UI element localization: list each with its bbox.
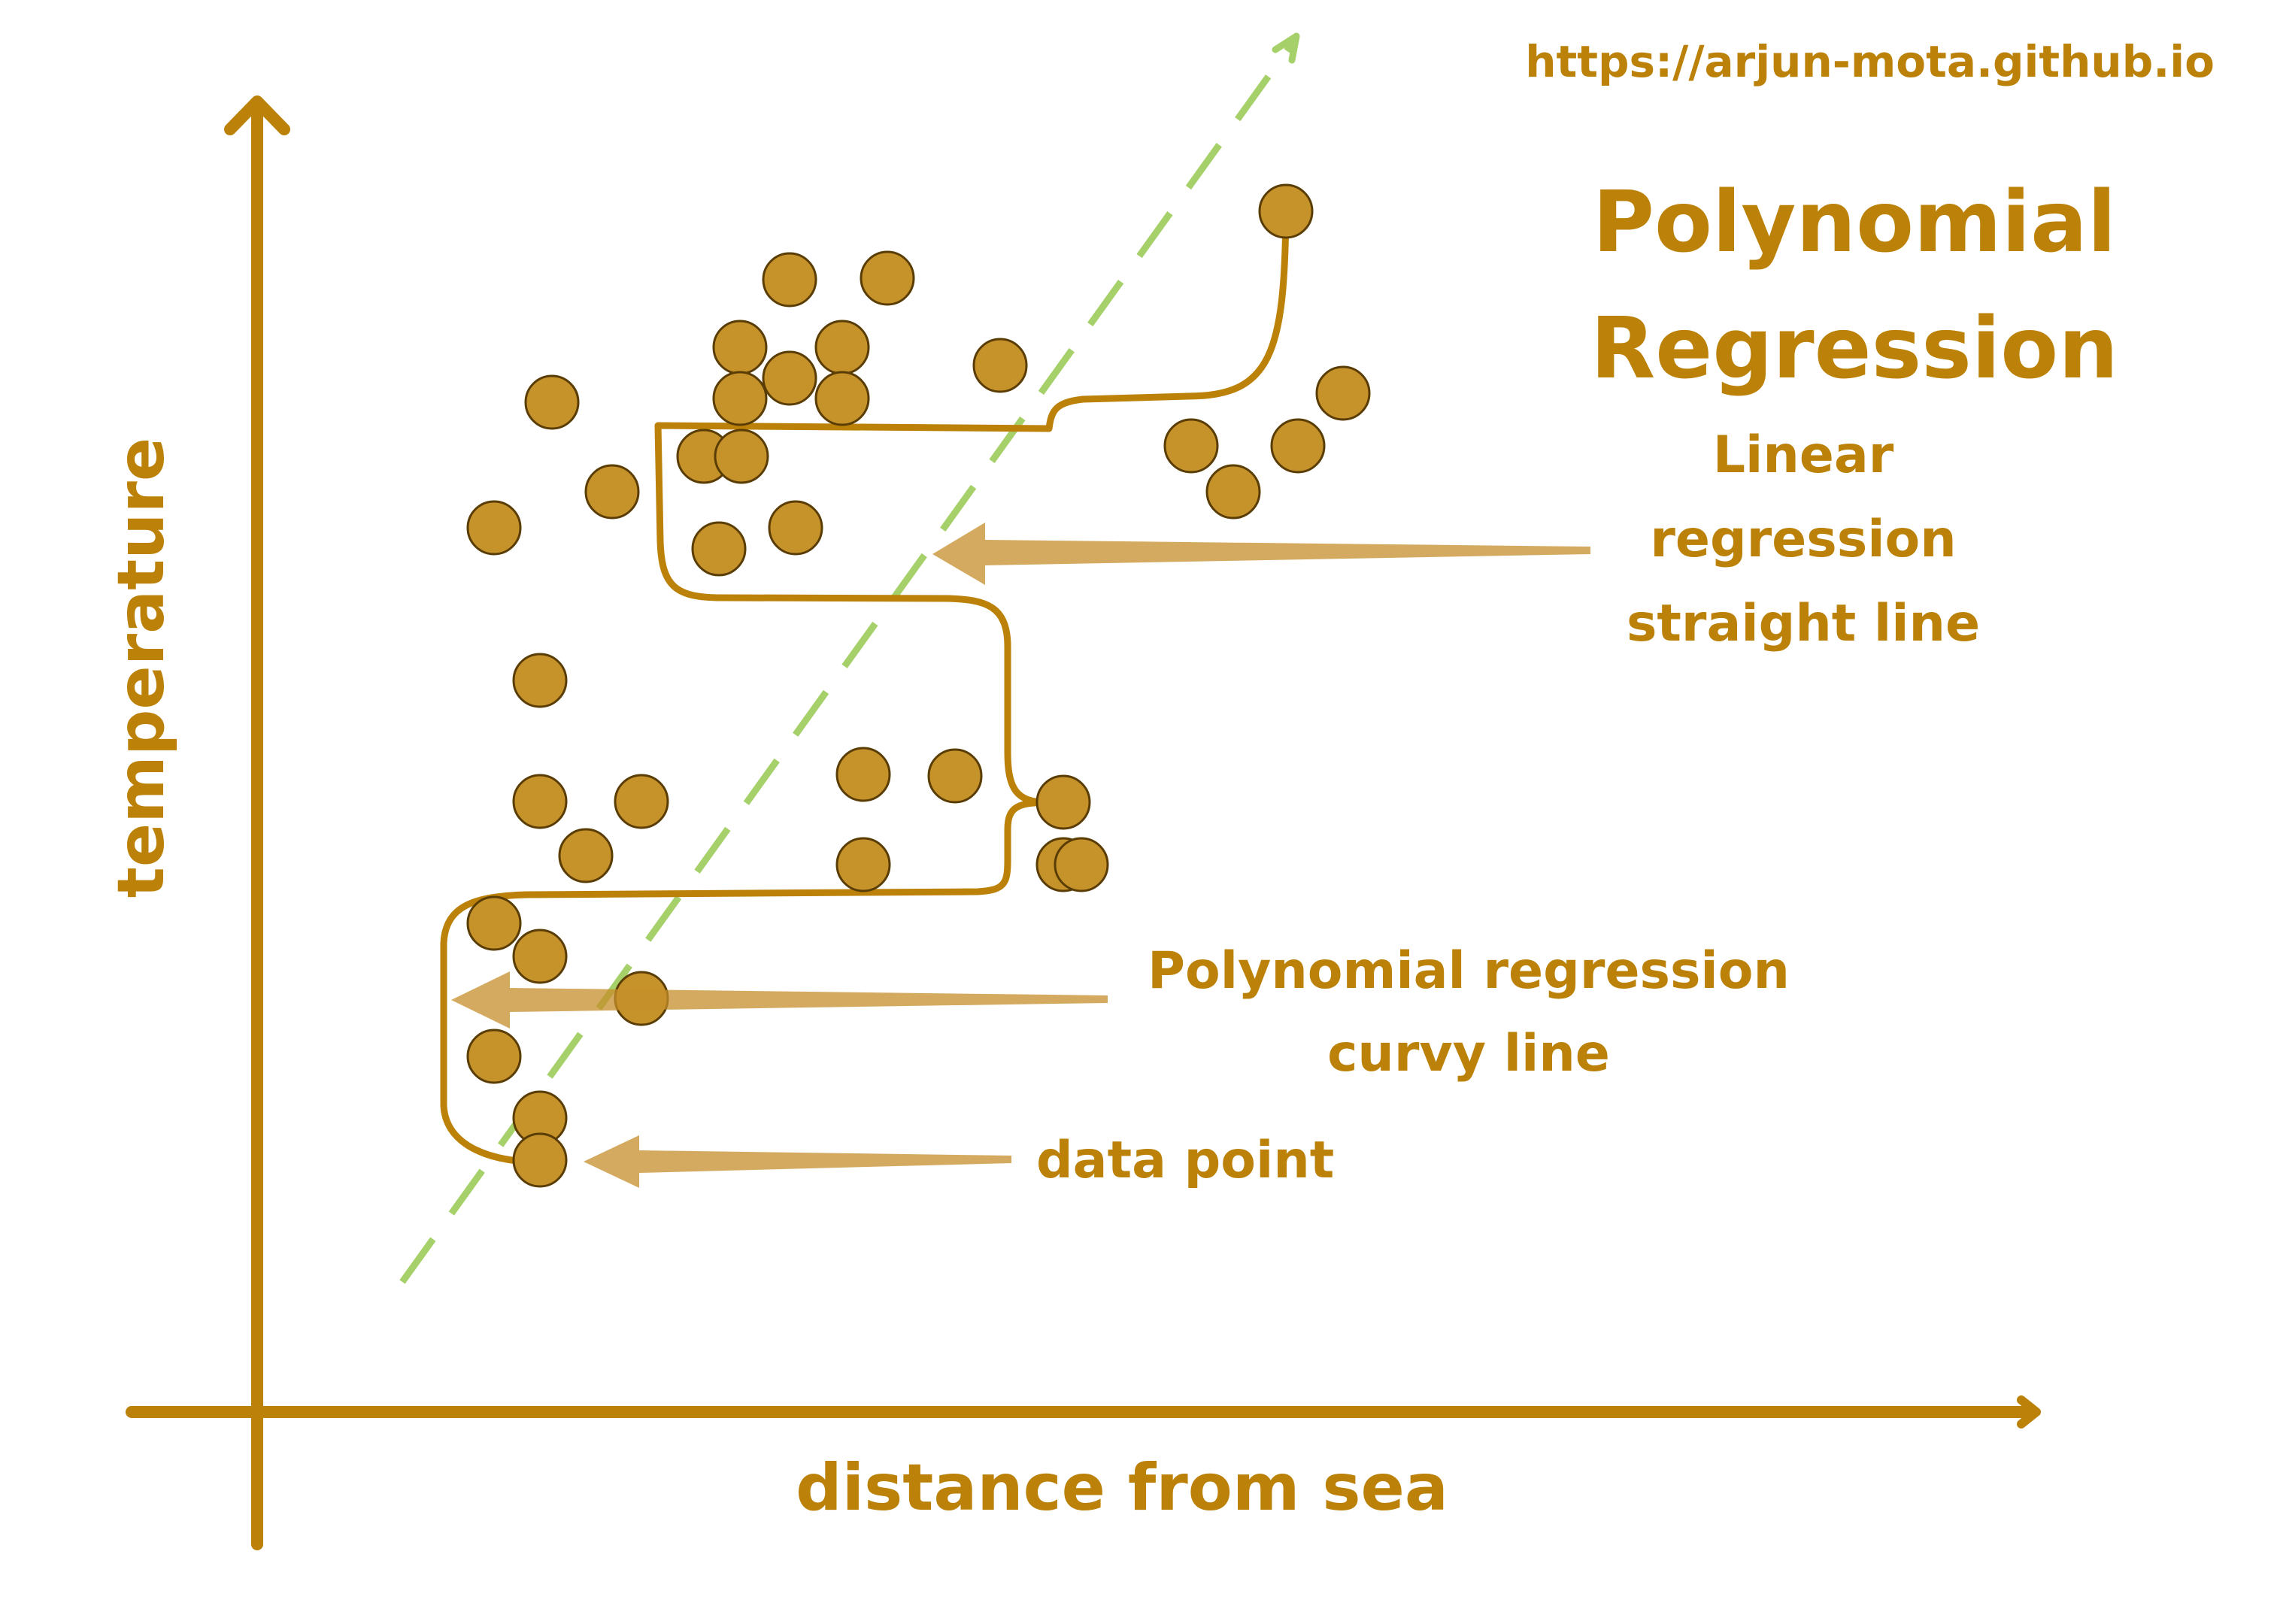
data-point <box>814 371 870 426</box>
data-point <box>1205 464 1261 520</box>
data-point <box>1258 183 1314 239</box>
x-axis-arrowhead <box>2017 1395 2041 1429</box>
data-point <box>1035 774 1091 830</box>
data-point <box>1270 418 1326 474</box>
data-point <box>1163 418 1219 474</box>
data-point <box>835 837 891 892</box>
data-point <box>714 429 769 484</box>
x-axis-label: distance from sea <box>796 1450 1448 1526</box>
polynomial-annotation-line-2: curvy line <box>1327 1024 1610 1083</box>
linear-annotation-line-1: Linear <box>1713 426 1894 485</box>
data-point <box>762 252 817 308</box>
data-point <box>512 774 568 829</box>
linear-regression-line <box>399 32 1300 1284</box>
linear-line-arrowhead <box>1272 32 1300 64</box>
polynomial-annotation-line-1: Polynomial regression <box>1148 941 1790 1001</box>
data-point <box>814 320 870 375</box>
data-point <box>1054 837 1109 892</box>
data-point <box>768 500 823 556</box>
data-point-annotation: data point <box>1036 1131 1334 1190</box>
polynomial-pointer-arrow <box>451 971 1108 1029</box>
title-line-2: Regression <box>1590 300 2118 398</box>
source-url: https://arjun-mota.github.io <box>1525 36 2215 87</box>
data-point <box>466 500 522 556</box>
labels: https://arjun-mota.github.io Polynomial … <box>104 36 2215 1526</box>
data-point <box>712 371 768 426</box>
y-axis-label: temperature <box>104 438 179 898</box>
data-point <box>691 521 747 577</box>
data-point <box>762 350 817 406</box>
data-point <box>835 747 891 802</box>
data-point <box>860 250 915 306</box>
linear-annotation-line-3: straight line <box>1627 594 1980 653</box>
axes <box>126 95 2041 1550</box>
linear-annotation-line-2: regression <box>1650 510 1956 569</box>
y-axis-arrowhead <box>224 95 290 135</box>
data-point <box>927 748 983 804</box>
data-point <box>712 320 768 375</box>
data-point <box>512 653 568 708</box>
data-point <box>558 828 614 883</box>
data-point <box>1315 365 1371 421</box>
data-points <box>466 183 1371 1188</box>
linear-pointer-arrow <box>932 523 1590 585</box>
title-line-1: Polynomial <box>1593 174 2116 271</box>
pointer-arrows <box>451 523 1590 1188</box>
data-point <box>512 1132 568 1188</box>
polynomial-regression-curve <box>440 211 1290 1166</box>
data-point <box>972 338 1028 393</box>
data-point <box>584 464 640 520</box>
data-point <box>512 929 568 984</box>
data-point <box>614 774 669 829</box>
data-point-pointer-arrow <box>584 1135 1011 1188</box>
data-point <box>466 1029 522 1084</box>
data-point <box>524 374 580 430</box>
data-point <box>466 895 522 951</box>
